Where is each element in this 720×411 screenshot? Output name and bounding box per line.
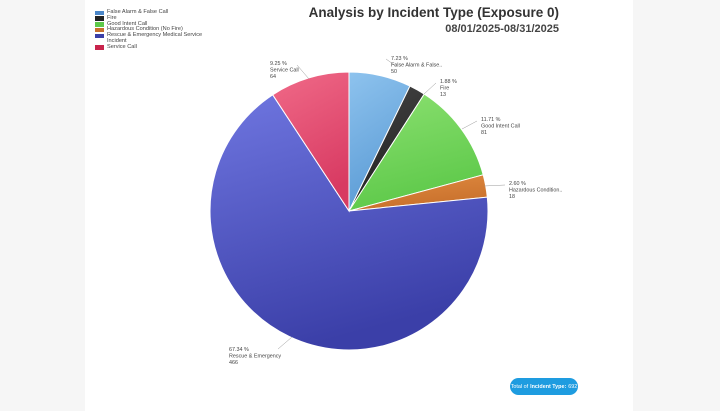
legend-item[interactable]: Fire [95, 14, 202, 22]
slice-name-label: Service Call [270, 68, 299, 74]
legend-label: Service Call [107, 43, 137, 50]
legend-swatch [95, 10, 104, 16]
legend-label: Good Intent Call [107, 20, 148, 27]
slice-name-label: Rescue & Emergency [229, 354, 281, 360]
total-prefix: Total of [510, 383, 529, 390]
total-label: Incident Type: [530, 383, 567, 390]
slice-percent-label: 1.88 % [440, 79, 457, 85]
slice-value-label: 466 [229, 360, 238, 366]
label-leader-line [483, 184, 506, 187]
slice-name-label: Good Intent Call [481, 124, 520, 130]
total-value: 692 [568, 383, 578, 390]
legend-swatch [95, 33, 104, 39]
label-leader-line [461, 120, 478, 130]
legend-item[interactable]: Service Call [95, 43, 202, 51]
chart-title: Analysis by Incident Type (Exposure 0) [308, 5, 559, 20]
legend-label: Hazardous Condition (No Fire) [107, 26, 183, 33]
pie-slice[interactable] [209, 94, 489, 351]
pie-slice[interactable] [272, 71, 350, 213]
label-leader-line [296, 64, 310, 80]
legend-label: Rescue & Emergency Medical Service [107, 32, 203, 39]
legend-label: Incident [107, 37, 127, 44]
legend-label: False Alarm & False Call [107, 9, 169, 15]
legend-swatch [95, 16, 104, 21]
legend-item[interactable]: False Alarm & False Call [95, 9, 202, 16]
slice-percent-label: 9.25 % [270, 61, 287, 67]
slice-value-label: 64 [270, 74, 276, 80]
label-leader-line [277, 336, 293, 350]
slice-percent-label: 67.34 % [229, 347, 249, 353]
chart-legend: False Alarm & False Call Fire Good Intent … [95, 9, 203, 51]
slice-percent-label: 7.23 % [391, 56, 408, 62]
chart-subtitle: 08/01/2025-08/31/2025 [445, 23, 559, 35]
legend-item[interactable]: Rescue & Emergency Medical Service [95, 32, 203, 39]
legend-item[interactable]: Hazardous Condition (No Fire) [95, 27, 202, 33]
legend-swatch [95, 27, 104, 33]
legend-label: Fire [107, 14, 117, 21]
slice-percent-label: 2.60 % [509, 181, 526, 187]
legend-item[interactable]: Good Intent Call [95, 20, 202, 28]
legend-swatch [95, 22, 104, 27]
label-leader-line [385, 58, 397, 67]
total-badge[interactable]: Total of Incident Type: 692 [510, 378, 578, 395]
pie-slice[interactable] [347, 93, 484, 212]
slice-value-label: 18 [509, 194, 515, 200]
slice-value-label: 13 [440, 92, 446, 98]
slice-name-label: Hazardous Condition.. [509, 188, 562, 194]
legend-swatch [95, 45, 104, 50]
slice-value-label: 50 [391, 69, 397, 75]
slice-percent-label: 11.71 % [481, 117, 501, 123]
slice-name-label: Fire [440, 86, 449, 92]
label-leader-line [423, 82, 437, 95]
slice-name-label: False Alarm & False.. [391, 63, 442, 69]
legend-item[interactable]: Incident [95, 37, 202, 45]
slice-value-label: 81 [481, 130, 487, 136]
